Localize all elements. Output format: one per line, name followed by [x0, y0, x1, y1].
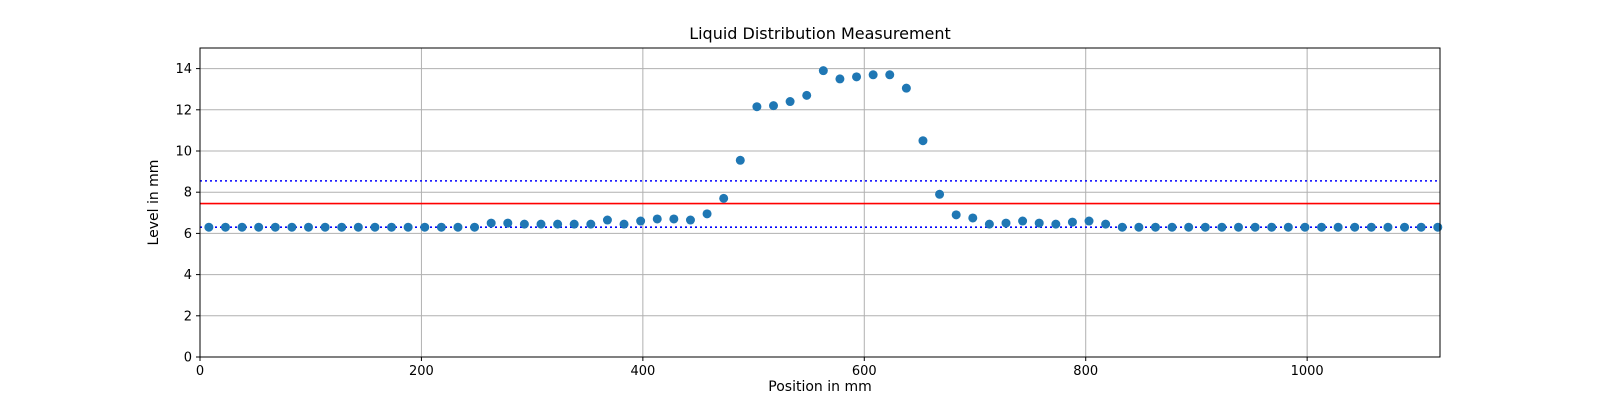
data-point [1117, 222, 1127, 232]
data-point [1317, 222, 1327, 232]
y-tick-label: 4 [184, 268, 192, 283]
data-point [1283, 222, 1293, 232]
data-point [553, 219, 563, 229]
data-point [220, 222, 230, 232]
data-point [254, 222, 264, 232]
data-point [1067, 217, 1077, 227]
data-point [1018, 216, 1028, 226]
data-point [1051, 219, 1061, 229]
grid [199, 48, 1440, 358]
data-point [453, 222, 463, 232]
data-point [835, 74, 845, 84]
data-point [519, 219, 529, 229]
data-point [403, 222, 413, 232]
data-point [1084, 216, 1094, 226]
data-point [901, 83, 911, 93]
data-point [237, 222, 247, 232]
y-axis-label: Level in mm [146, 160, 162, 246]
data-point [1366, 222, 1376, 232]
data-point [1350, 222, 1360, 232]
data-point [752, 102, 762, 112]
data-point [735, 155, 745, 165]
data-point [1300, 222, 1310, 232]
y-tick-label: 6 [184, 227, 192, 242]
data-point [486, 218, 496, 228]
data-point [420, 222, 430, 232]
y-tick-label: 2 [184, 309, 192, 324]
data-point [337, 222, 347, 232]
data-point [818, 66, 828, 76]
data-point [1333, 222, 1343, 232]
data-point [1433, 222, 1443, 232]
data-point [935, 189, 945, 199]
y-tick-label: 8 [184, 186, 192, 201]
y-tick-label: 10 [175, 145, 192, 160]
data-point [1200, 222, 1210, 232]
data-point [1234, 222, 1243, 232]
ticks: 0 200 400 600 800 1000 0 2 4 6 8 10 12 14 [175, 62, 1323, 379]
data-point [569, 219, 579, 229]
data-point [636, 216, 646, 226]
data-point [1250, 222, 1260, 232]
data-point [1034, 218, 1044, 228]
data-point [702, 209, 712, 219]
data-point [320, 222, 330, 232]
data-point [984, 219, 994, 229]
data-point [370, 222, 380, 232]
x-tick-label: 400 [630, 364, 655, 379]
data-point [1001, 218, 1011, 228]
data-point [1267, 222, 1277, 232]
data-points [204, 66, 1443, 232]
data-point [652, 214, 662, 224]
data-point [536, 219, 546, 229]
data-point [1416, 222, 1426, 232]
data-point [204, 222, 214, 232]
data-point [885, 70, 895, 80]
data-point [1184, 222, 1194, 232]
data-point [503, 218, 513, 228]
data-point [802, 90, 812, 100]
data-point [685, 215, 695, 225]
data-point [586, 219, 596, 229]
data-point [436, 222, 446, 232]
data-point [470, 222, 480, 232]
data-point [1167, 222, 1177, 232]
data-point [1101, 219, 1111, 229]
data-point [868, 70, 878, 80]
data-point [1150, 222, 1160, 232]
data-point [968, 213, 978, 223]
data-point [669, 214, 679, 224]
y-tick-label: 12 [175, 103, 192, 118]
data-point [1134, 222, 1144, 232]
data-point [387, 222, 397, 232]
data-point [769, 101, 778, 111]
data-point [852, 72, 862, 82]
data-point [353, 222, 363, 232]
x-axis-label: Position in mm [768, 379, 871, 395]
data-point [619, 219, 629, 229]
data-point [785, 97, 795, 107]
data-point [602, 215, 612, 225]
data-point [951, 210, 961, 220]
y-tick-label: 14 [175, 62, 192, 77]
x-tick-label: 1000 [1291, 364, 1324, 379]
data-point [270, 222, 280, 232]
x-tick-label: 800 [1073, 364, 1098, 379]
x-tick-label: 200 [409, 364, 434, 379]
chart-title: Liquid Distribution Measurement [689, 24, 951, 43]
data-point [918, 136, 928, 146]
plot-frame [199, 47, 1441, 358]
data-point [719, 193, 729, 203]
y-tick-label: 0 [184, 351, 192, 366]
data-point [1217, 222, 1227, 232]
x-tick-label: 600 [852, 364, 877, 379]
data-point [287, 222, 297, 232]
data-point [1400, 222, 1410, 232]
reference-lines [200, 180, 1440, 229]
x-tick-label: 0 [196, 364, 204, 379]
data-point [1383, 222, 1393, 232]
data-point [304, 222, 313, 232]
